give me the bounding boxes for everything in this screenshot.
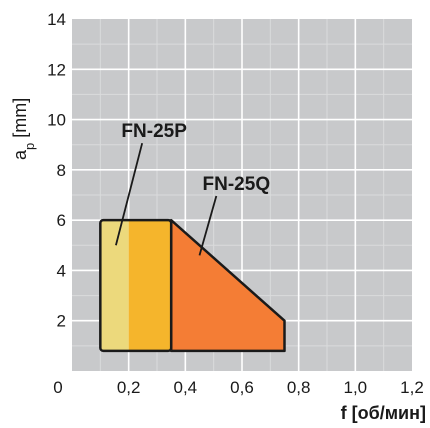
x-tick-label: 1,2 <box>400 378 424 397</box>
region-fn-25p-outline <box>99 218 173 353</box>
region-label-fn-25q: FN-25Q <box>203 174 271 195</box>
y-tick-label: 12 <box>47 60 66 79</box>
x-tick-label: 0 <box>53 378 62 397</box>
y-axis-title-sub: p <box>22 143 37 150</box>
y-axis-title: ap [mm] <box>10 98 37 160</box>
x-tick-label: 1,0 <box>344 378 368 397</box>
y-tick-label: 4 <box>57 261 66 280</box>
x-tick-label: 0,2 <box>117 378 141 397</box>
x-tick-label: 0,6 <box>230 378 254 397</box>
y-tick-label: 2 <box>57 312 66 331</box>
y-tick-label: 6 <box>57 211 66 230</box>
region-fn-25p-left <box>100 220 129 351</box>
y-tick-label: 14 <box>47 10 66 29</box>
y-tick-label: 8 <box>57 161 66 180</box>
y-axis-title-main: a <box>10 149 30 160</box>
x-axis-title: f [об/мин] <box>341 403 426 423</box>
region-fn-25p-right <box>128 220 172 351</box>
y-tick-label: 10 <box>47 111 66 130</box>
region-label-fn-25p: FN-25P <box>121 121 187 142</box>
region-pointer-fn-25p <box>115 142 144 246</box>
y-axis-title-unit: [mm] <box>10 98 30 138</box>
x-tick-label: 0,8 <box>287 378 311 397</box>
region-pointer-fn-25q <box>198 195 218 256</box>
x-tick-label: 0,4 <box>174 378 198 397</box>
